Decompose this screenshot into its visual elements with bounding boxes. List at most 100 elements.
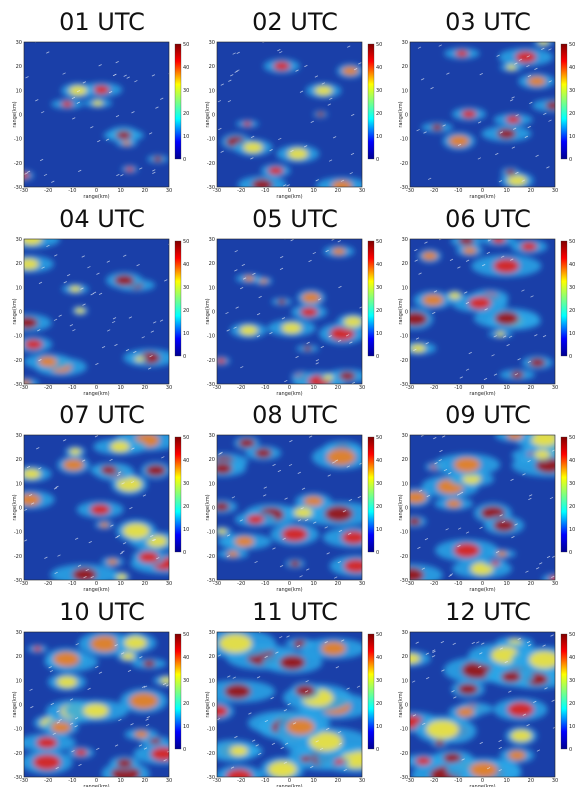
colorbar-tick-label: 40	[569, 262, 575, 268]
colorbar-tick-label: 40	[183, 458, 189, 464]
y-tick-label: -30	[400, 382, 408, 388]
echo-core	[123, 523, 150, 538]
echo-core	[463, 247, 477, 255]
colorbar-tick-label: 30	[569, 285, 575, 291]
colorbar	[368, 241, 374, 356]
y-tick-label: 30	[209, 433, 215, 439]
echo-core	[99, 522, 109, 528]
colorbar-tick-label: 20	[569, 111, 575, 117]
x-tick-label: 20	[335, 188, 341, 194]
colorbar-tick-label: 10	[183, 331, 189, 337]
echo-core	[160, 677, 172, 684]
x-tick-label: 10	[503, 385, 509, 391]
figure: 01 UTC-30-20-100102030-30-20-100102030ra…	[0, 0, 578, 787]
y-tick-label: -20	[400, 554, 408, 560]
colorbar-tick-label: 20	[376, 504, 382, 510]
y-tick-label: 20	[16, 654, 22, 660]
x-tick-label: 30	[552, 385, 558, 391]
echo-core	[546, 101, 561, 110]
echo-core	[146, 465, 166, 477]
x-tick-label: 20	[142, 188, 148, 194]
x-tick-label: 20	[335, 385, 341, 391]
colorbar-tick-label: 10	[569, 134, 575, 140]
x-tick-label: 10	[503, 581, 509, 587]
x-tick-label: 20	[335, 581, 341, 587]
colorbar-tick-label: 50	[569, 239, 575, 245]
x-tick-label: 30	[166, 385, 172, 391]
y-tick-label: 0	[212, 113, 215, 119]
y-tick-label: -30	[400, 185, 408, 191]
y-tick-label: 30	[402, 630, 408, 636]
y-tick-label: 10	[402, 678, 408, 684]
y-tick-label: 30	[16, 237, 22, 243]
echo-core	[508, 750, 526, 760]
echo-core	[497, 128, 516, 139]
panel: 01 UTC-30-20-100102030-30-20-100102030ra…	[12, 8, 189, 200]
echo-core	[530, 358, 546, 367]
echo-core	[294, 507, 312, 517]
x-tick-label: 30	[166, 188, 172, 194]
panel-title: 11 UTC	[252, 598, 338, 626]
colorbar-tick-label: 10	[569, 331, 575, 337]
x-tick-label: 10	[117, 188, 123, 194]
y-tick-label: 10	[16, 285, 22, 291]
x-tick-label: -20	[237, 385, 245, 391]
colorbar-tick-label: 30	[183, 481, 189, 487]
echo-core	[315, 86, 333, 96]
echo-core	[530, 431, 558, 447]
colorbar	[368, 634, 374, 749]
x-axis-label: range(km)	[83, 587, 109, 593]
echo-core	[219, 634, 252, 653]
y-tick-label: 30	[209, 237, 215, 243]
y-tick-label: 10	[16, 678, 22, 684]
echo-core	[411, 344, 426, 353]
y-tick-label: 0	[405, 310, 408, 316]
echo-core	[124, 636, 147, 649]
echo-core	[407, 518, 421, 526]
colorbar-tick-label: 20	[569, 701, 575, 707]
y-axis-label: range(km)	[205, 101, 211, 127]
echo-core	[495, 312, 519, 326]
colorbar-tick-label: 40	[376, 262, 382, 268]
x-tick-label: 10	[310, 778, 316, 784]
x-tick-label: -20	[237, 188, 245, 194]
echo-core	[501, 671, 521, 682]
x-tick-label: 10	[310, 385, 316, 391]
echo-core	[117, 759, 133, 768]
y-tick-label: 30	[209, 630, 215, 636]
x-tick-label: 10	[310, 188, 316, 194]
echo-core	[493, 519, 515, 531]
panel-title: 09 UTC	[445, 401, 531, 429]
echo-core	[75, 308, 85, 314]
y-tick-label: 20	[16, 457, 22, 463]
colorbar-tick-label: 40	[569, 65, 575, 71]
echo-core	[129, 693, 158, 709]
colorbar-tick-label: 40	[376, 458, 382, 464]
colorbar-tick-label: 20	[376, 111, 382, 117]
echo-core	[422, 251, 438, 260]
y-tick-label: 30	[402, 40, 408, 46]
echo-core	[214, 502, 230, 511]
echo-core	[277, 299, 286, 304]
x-tick-label: -20	[44, 188, 52, 194]
echo-core	[344, 316, 363, 327]
echo-core	[235, 536, 254, 547]
y-axis-label: range(km)	[205, 691, 211, 717]
echo-core	[125, 167, 134, 172]
y-tick-label: 10	[402, 88, 408, 94]
echo-core	[300, 756, 311, 762]
y-tick-label: 20	[402, 261, 408, 267]
y-tick-label: -30	[400, 578, 408, 584]
echo-core	[121, 652, 134, 660]
echo-core	[454, 543, 480, 558]
y-tick-label: 30	[16, 40, 22, 46]
colorbar-tick-label: 10	[569, 527, 575, 533]
x-tick-label: -10	[261, 188, 269, 194]
echo-core	[492, 236, 506, 244]
y-tick-label: 0	[19, 113, 22, 119]
colorbar-tick-label: 40	[569, 458, 575, 464]
y-tick-label: -30	[207, 185, 215, 191]
y-tick-label: -20	[207, 751, 215, 757]
colorbar-tick-label: 50	[376, 435, 382, 441]
echo-core	[416, 757, 432, 766]
